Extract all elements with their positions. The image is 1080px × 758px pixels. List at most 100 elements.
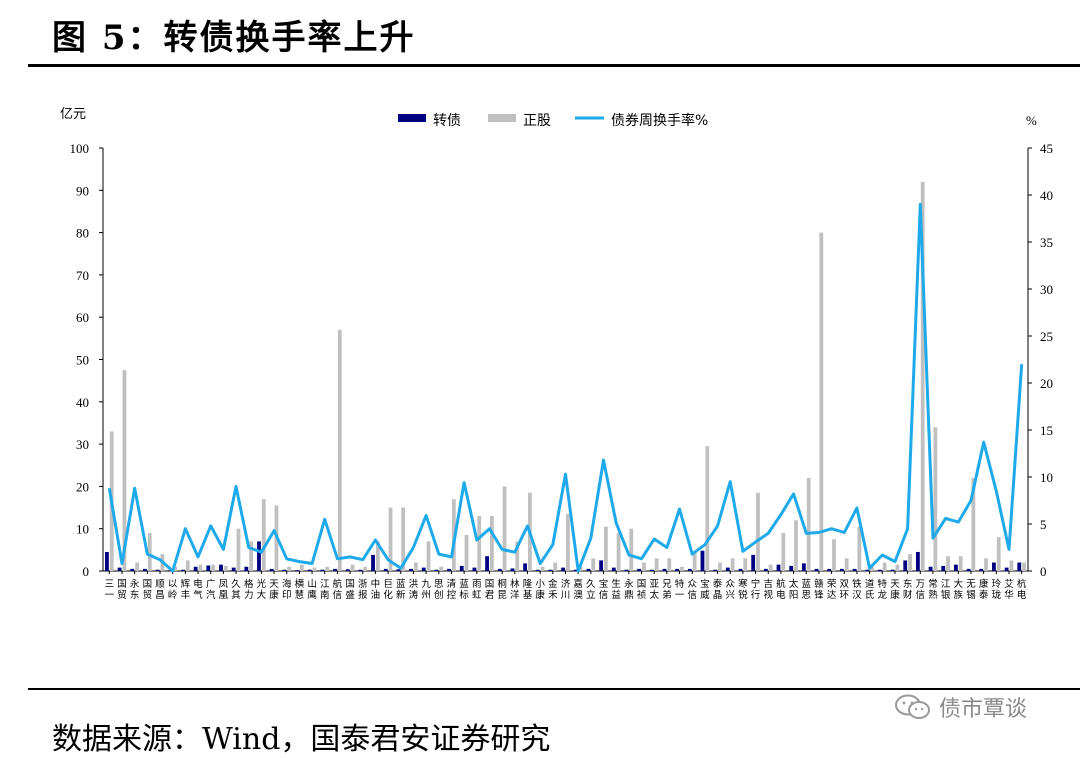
bar-stock xyxy=(756,492,760,571)
left-axis-tick-label: 80 xyxy=(76,226,89,241)
x-axis-tick-label: 国君 xyxy=(485,579,495,601)
bar-convertible xyxy=(966,568,971,571)
bar-convertible xyxy=(535,569,540,571)
x-axis-tick-label: 特龙 xyxy=(878,578,888,601)
x-axis-tick-label: 生益 xyxy=(611,578,621,601)
x-axis-tick-label: 蓝标 xyxy=(459,578,469,601)
left-axis-tick-label: 10 xyxy=(76,522,89,537)
bar-stock xyxy=(920,181,925,571)
bar-convertible xyxy=(890,569,895,571)
bar-convertible xyxy=(941,565,946,571)
bar-convertible xyxy=(801,563,806,571)
bar-convertible xyxy=(763,568,768,571)
bar-convertible xyxy=(447,568,451,571)
bar-stock xyxy=(375,541,380,571)
x-axis-tick-label: 艾华 xyxy=(1004,579,1014,601)
bar-stock xyxy=(654,558,659,571)
x-axis-tick-label: 广汽 xyxy=(206,578,216,601)
x-axis-tick-label: 金禾 xyxy=(548,578,558,601)
x-axis-tick-label: 东财 xyxy=(903,578,913,601)
x-axis-tick-label: 九州 xyxy=(421,578,431,601)
bar-stock xyxy=(223,565,228,571)
x-axis-tick-label: 赣锋 xyxy=(814,578,824,601)
x-axis-tick-label: 林洋 xyxy=(510,578,520,601)
left-axis-tick-label: 30 xyxy=(76,437,89,452)
x-axis-tick-label: 无锡 xyxy=(966,579,976,601)
figure-title: 图 5：转债换手率上升 xyxy=(52,18,416,58)
watermark-text: 债市覃谈 xyxy=(939,697,1028,722)
bar-convertible xyxy=(903,560,908,571)
bar-stock xyxy=(337,329,342,571)
left-axis-unit: 亿元 xyxy=(60,107,86,122)
legend-swatch-convertible xyxy=(398,114,426,122)
bar-stock xyxy=(489,516,494,571)
bar-stock xyxy=(553,562,558,571)
bar-convertible xyxy=(295,570,299,571)
x-axis-tick-label: 国盛 xyxy=(345,579,355,601)
bar-convertible xyxy=(839,568,844,571)
bar-stock xyxy=(287,566,292,571)
bar-convertible xyxy=(358,569,363,571)
bar-convertible xyxy=(472,567,477,571)
bar-stock xyxy=(388,507,393,571)
bar-stock xyxy=(439,566,444,571)
x-axis-tick-label: 众信 xyxy=(687,579,697,601)
x-axis-tick-label: 天康 xyxy=(269,579,279,601)
bar-convertible xyxy=(586,568,591,571)
x-axis-tick-label: 格力 xyxy=(244,578,254,601)
bar-stock xyxy=(857,526,862,571)
bar-stock xyxy=(426,541,431,571)
bar-stock xyxy=(413,562,418,571)
legend-swatch-stock xyxy=(488,114,516,122)
x-axis-tick-label: 中油 xyxy=(371,578,381,601)
bar-stock xyxy=(211,564,216,571)
bar-stock xyxy=(604,526,608,571)
bar-convertible xyxy=(548,569,553,571)
bar-convertible xyxy=(827,568,832,571)
bar-stock xyxy=(680,566,684,571)
bar-convertible xyxy=(434,569,439,571)
data-source: 数据来源：Wind，国泰君安证券研究 xyxy=(52,722,551,757)
bar-convertible xyxy=(877,569,882,571)
bar-stock xyxy=(781,532,786,571)
legend-label-convertible: 转债 xyxy=(433,113,461,129)
left-axis-tick-label: 60 xyxy=(76,310,89,325)
bar-convertible xyxy=(713,569,718,571)
x-axis-tick-label: 隆基 xyxy=(523,578,533,601)
left-axis-tick-label: 70 xyxy=(76,268,89,283)
x-axis-tick-label: 蓝新 xyxy=(396,578,406,601)
bar-convertible xyxy=(231,567,236,571)
bar-stock xyxy=(832,539,836,571)
x-axis-tick-label: 荣达 xyxy=(827,578,837,601)
bar-stock xyxy=(312,567,317,571)
bar-stock xyxy=(616,532,621,571)
right-axis-tick-label: 20 xyxy=(1040,376,1053,391)
bar-stock xyxy=(401,507,406,571)
bar-stock xyxy=(198,564,203,571)
bar-stock xyxy=(236,528,241,571)
legend-label-stock: 正股 xyxy=(523,113,551,129)
x-axis-tick-label: 海印 xyxy=(282,578,292,601)
x-axis-tick-label: 久其 xyxy=(231,578,241,601)
legend-label-turnover: 债券周换手率% xyxy=(611,112,708,129)
bar-stock xyxy=(971,477,976,571)
x-axis-tick-label: 桐昆 xyxy=(497,578,507,601)
x-axis-tick-label: 济川 xyxy=(561,578,571,601)
bar-convertible xyxy=(992,562,996,571)
x-axis-tick-label: 横慧 xyxy=(295,578,305,601)
bar-stock xyxy=(705,446,710,571)
bar-convertible xyxy=(776,564,781,571)
x-axis-tick-label: 电气 xyxy=(193,578,203,601)
bar-stock xyxy=(540,566,545,571)
x-axis-tick-label: 洪涛 xyxy=(409,578,419,601)
bar-stock xyxy=(629,528,634,571)
bar-convertible xyxy=(599,560,604,571)
x-axis-tick-label: 双环 xyxy=(840,579,850,601)
bar-stock xyxy=(882,562,887,571)
wechat-icon xyxy=(895,694,930,719)
right-axis-tick-label: 40 xyxy=(1040,188,1053,203)
x-axis-tick-label: 亚太 xyxy=(649,579,659,601)
x-axis-tick-label: 航电 xyxy=(776,578,786,601)
bar-convertible xyxy=(282,569,287,571)
turnover-line xyxy=(107,202,1024,573)
